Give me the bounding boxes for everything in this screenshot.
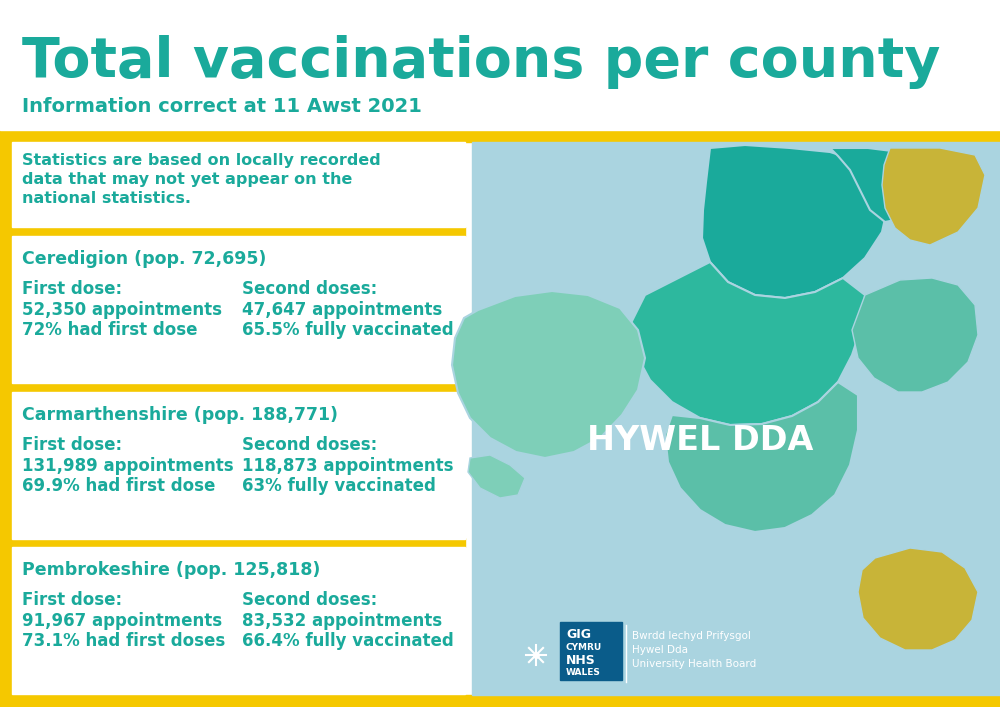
Polygon shape	[702, 145, 888, 298]
Text: Bwrdd Iechyd Prifysgol
Hywel Dda
University Health Board: Bwrdd Iechyd Prifysgol Hywel Dda Univers…	[632, 631, 756, 669]
Bar	[12, 383, 465, 392]
Polygon shape	[882, 148, 985, 245]
Polygon shape	[452, 291, 645, 458]
Text: Statistics are based on locally recorded: Statistics are based on locally recorded	[22, 153, 381, 168]
Bar	[560, 622, 622, 680]
Text: Ceredigion (pop. 72,695): Ceredigion (pop. 72,695)	[22, 250, 266, 268]
Polygon shape	[468, 455, 525, 498]
Text: Second doses:: Second doses:	[242, 591, 377, 609]
Text: national statistics.: national statistics.	[22, 191, 191, 206]
Text: 118,873 appointments: 118,873 appointments	[242, 457, 454, 475]
Bar	[988, 142, 1000, 707]
Text: Total vaccinations per county: Total vaccinations per county	[22, 35, 940, 89]
Text: GIG: GIG	[566, 628, 591, 641]
Bar	[12, 227, 465, 236]
Polygon shape	[858, 548, 978, 650]
Text: WALES: WALES	[566, 668, 601, 677]
Text: 65.5% fully vaccinated: 65.5% fully vaccinated	[242, 321, 454, 339]
Text: Second doses:: Second doses:	[242, 280, 377, 298]
Text: Carmarthenshire (pop. 188,771): Carmarthenshire (pop. 188,771)	[22, 406, 338, 424]
Text: 91,967 appointments: 91,967 appointments	[22, 612, 222, 630]
Text: 83,532 appointments: 83,532 appointments	[242, 612, 442, 630]
Text: First dose:: First dose:	[22, 591, 122, 609]
Text: NHS: NHS	[566, 654, 596, 667]
Text: data that may not yet appear on the: data that may not yet appear on the	[22, 172, 352, 187]
Text: HYWEL DDA: HYWEL DDA	[587, 423, 813, 457]
Bar	[0, 0, 1000, 130]
Bar	[12, 547, 465, 694]
Text: 63% fully vaccinated: 63% fully vaccinated	[242, 477, 436, 495]
Bar	[472, 142, 1000, 695]
Text: 47,647 appointments: 47,647 appointments	[242, 301, 442, 319]
Text: CYMRU: CYMRU	[566, 643, 602, 652]
Bar	[12, 236, 465, 383]
Bar	[0, 695, 1000, 707]
Text: 131,989 appointments: 131,989 appointments	[22, 457, 234, 475]
Bar	[0, 142, 12, 707]
Polygon shape	[665, 382, 858, 532]
Bar	[0, 130, 1000, 142]
Polygon shape	[830, 148, 928, 222]
Text: Pembrokeshire (pop. 125,818): Pembrokeshire (pop. 125,818)	[22, 561, 320, 579]
Text: First dose:: First dose:	[22, 280, 122, 298]
Text: First dose:: First dose:	[22, 436, 122, 454]
Polygon shape	[852, 278, 978, 392]
Bar	[12, 538, 465, 547]
Text: 72% had first dose: 72% had first dose	[22, 321, 198, 339]
Bar	[12, 142, 465, 227]
Text: Information correct at 11 Awst 2021: Information correct at 11 Awst 2021	[22, 98, 422, 117]
Text: Second doses:: Second doses:	[242, 436, 377, 454]
Text: 52,350 appointments: 52,350 appointments	[22, 301, 222, 319]
Text: 66.4% fully vaccinated: 66.4% fully vaccinated	[242, 632, 454, 650]
Text: 69.9% had first dose: 69.9% had first dose	[22, 477, 215, 495]
Text: 73.1% had first doses: 73.1% had first doses	[22, 632, 225, 650]
Polygon shape	[630, 262, 865, 425]
Bar	[12, 392, 465, 539]
